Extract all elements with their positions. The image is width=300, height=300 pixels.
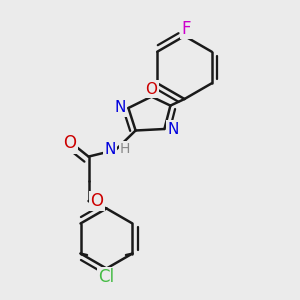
Text: F: F [181,20,191,38]
Text: N: N [167,122,178,136]
Text: O: O [146,82,158,97]
Text: H: H [120,142,130,156]
Text: O: O [63,134,76,152]
Text: Cl: Cl [98,268,115,286]
Text: N: N [114,100,126,116]
Text: O: O [90,192,104,210]
Text: N: N [104,142,116,158]
